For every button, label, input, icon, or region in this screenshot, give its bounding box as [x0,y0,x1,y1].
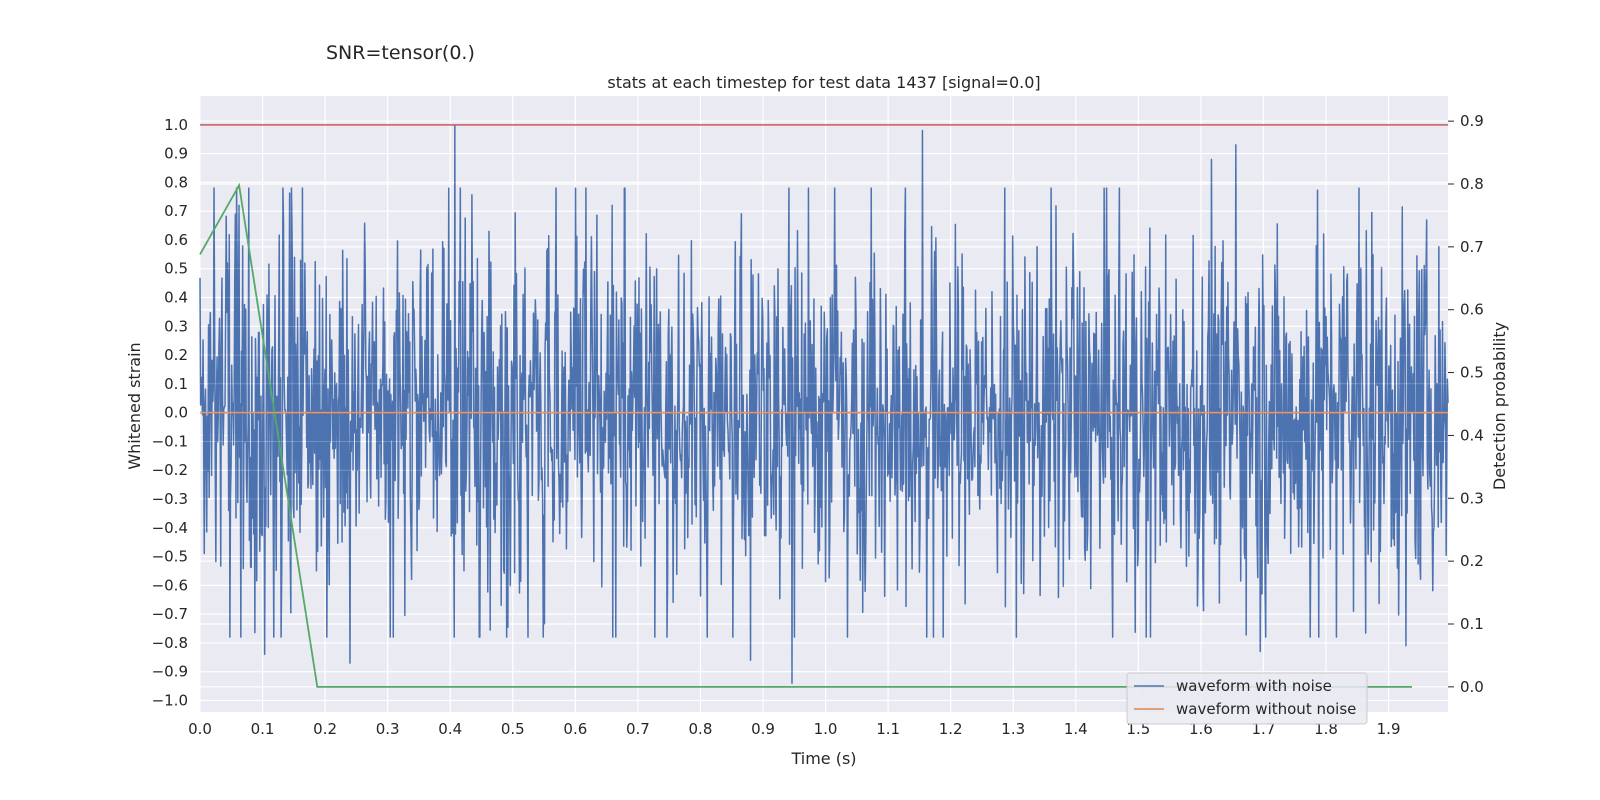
y-tick-label: 0.2 [164,346,188,364]
y2-tick-label: 0.8 [1460,175,1484,193]
y-tick-label: 0.4 [164,288,188,306]
x-tick-label: 1.2 [939,720,963,738]
x-axis-label: Time (s) [790,749,856,768]
y-tick-label: −1.0 [152,691,188,709]
y-tick-label: −0.4 [152,519,188,537]
x-tick-label: 0.0 [188,720,212,738]
x-tick-label: 1.9 [1377,720,1401,738]
y-tick-label: −0.5 [152,548,188,566]
y-tick-label: −0.2 [152,461,188,479]
series-layer [199,123,1449,701]
y-tick-label: −0.8 [152,634,188,652]
y2-tick-label: 0.1 [1460,615,1484,633]
y2-tick-label: 0.4 [1460,426,1484,444]
y2-tick-label: 0.6 [1460,301,1484,319]
legend: waveform with noise waveform without noi… [1126,672,1368,725]
y-tick-label: 0.8 [164,173,188,191]
chart-title: stats at each timestep for test data 143… [607,73,1040,92]
x-tick-label: 0.3 [376,720,400,738]
x-tick-label: 1.3 [1001,720,1025,738]
y2-tick-label: 0.3 [1460,489,1484,507]
y2-tick-labels: 0.9 0.8 0.7 0.6 0.5 0.4 0.3 0.2 0.1 0.0 [1448,112,1484,696]
y-tick-label: 0.0 [164,404,188,422]
x-tick-label: 0.1 [251,720,275,738]
y-tick-label: 0.5 [164,260,188,278]
legend-label-waveform-with-noise: waveform with noise [1176,677,1332,695]
x-tick-label: 0.2 [313,720,337,738]
grid-y [200,120,1448,702]
x-tick-label: 1.1 [876,720,900,738]
y-tick-label: −0.3 [152,490,188,508]
x-tick-label: 0.4 [438,720,462,738]
figure-suptitle: SNR=tensor(0.) [326,42,475,64]
legend-box [1126,672,1368,725]
x-tick-label: 0.6 [563,720,587,738]
y-tick-label: 0.3 [164,317,188,335]
x-tick-label: 0.9 [751,720,775,738]
y-tick-label: −0.6 [152,576,188,594]
y-tick-label: −0.9 [152,663,188,681]
y2-tick-label: 0.7 [1460,238,1484,256]
y-axis-label: Whitened strain [125,342,144,469]
x-tick-label: 1.0 [814,720,838,738]
y2-axis-label: Detection probability [1490,322,1509,490]
x-tick-label: 0.8 [689,720,713,738]
y-tick-labels: 1.0 0.9 0.8 0.7 0.6 0.5 0.4 0.3 0.2 0.1 0.0 −0.1 −0.… [152,116,188,710]
y-tick-label: 0.1 [164,375,188,393]
y2-tick-label: 0.9 [1460,112,1484,130]
x-tick-label: 1.4 [1064,720,1088,738]
y2-tick-label: 0.5 [1460,364,1484,382]
y-tick-label: 1.0 [164,116,188,134]
y-tick-label: −0.1 [152,432,188,450]
series-detection-probability [199,182,1413,688]
y2-tick-label: 0.2 [1460,552,1484,570]
legend-label-waveform-without-noise: waveform without noise [1176,700,1356,718]
x-tick-label: 0.5 [501,720,525,738]
y-tick-label: −0.7 [152,605,188,623]
y-tick-label: 0.9 [164,145,188,163]
x-tick-label: 0.7 [626,720,650,738]
y-tick-label: 0.6 [164,231,188,249]
y2-tick-label: 0.0 [1460,678,1484,696]
y-tick-label: 0.7 [164,202,188,220]
series-waveform-with-noise [199,124,1449,684]
